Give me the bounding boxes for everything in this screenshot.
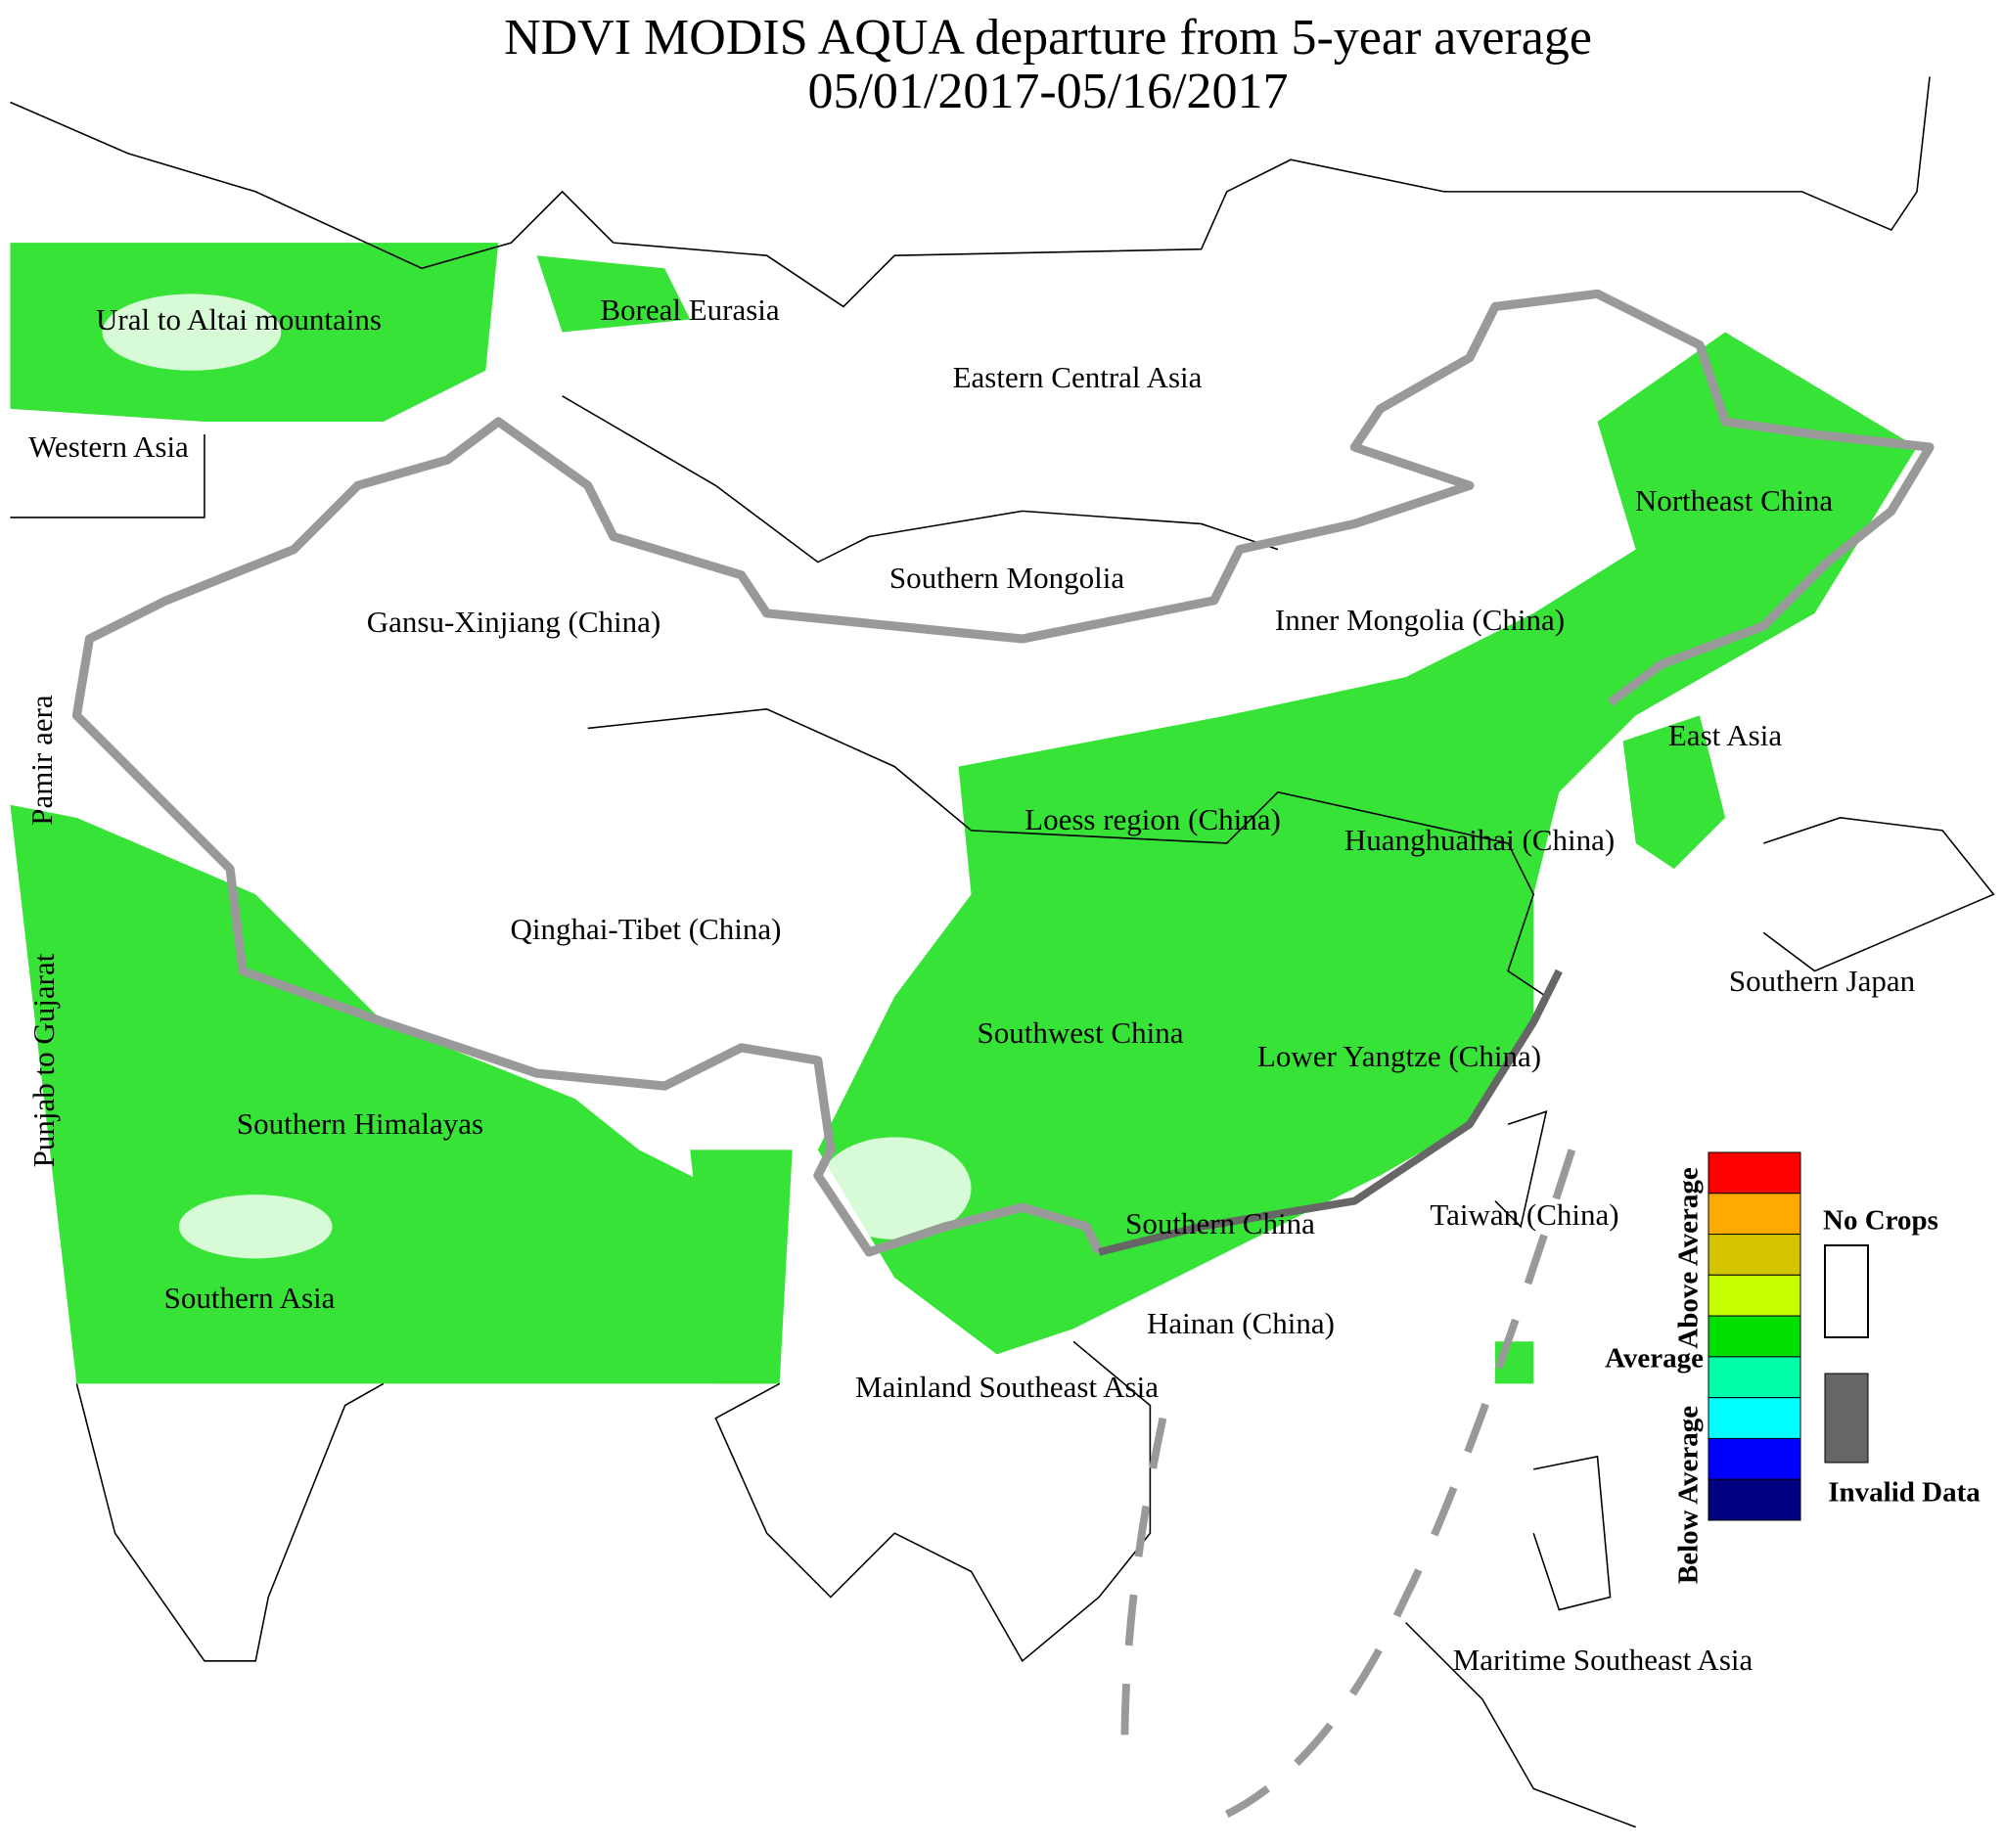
legend-swatch <box>1708 1478 1801 1521</box>
region-label: Southern Japan <box>1729 964 1916 998</box>
region-label: Gansu-Xinjiang (China) <box>367 605 660 639</box>
region-label: Western Asia <box>28 429 189 464</box>
region-label: Hainan (China) <box>1147 1306 1335 1340</box>
subtitle: 05/01/2017-05/16/2017 <box>807 64 1288 119</box>
region-label: Lower Yangtze (China) <box>1257 1039 1541 1073</box>
legend-swatch <box>1708 1234 1801 1276</box>
legend-no-crops: No Crops <box>1823 1205 1938 1237</box>
nine-dash-line <box>1120 1149 1576 1819</box>
legend-swatch <box>1708 1356 1801 1399</box>
region-label: Pamir aera <box>24 695 59 826</box>
region-label: Southwest China <box>978 1015 1184 1050</box>
legend-swatch <box>1708 1151 1801 1194</box>
sparse-vegetation <box>102 293 972 1259</box>
title: NDVI MODIS AQUA departure from 5-year av… <box>504 10 1592 66</box>
region-label: Southern Himalayas <box>237 1106 483 1141</box>
region-label: Southern Asia <box>164 1281 336 1315</box>
region-label: Taiwan (China) <box>1430 1197 1618 1232</box>
region-labels: Ural to Altai mountains Boreal Eurasia Eas… <box>24 293 1916 1677</box>
borders <box>10 76 1995 1828</box>
region-label: Eastern Central Asia <box>953 360 1203 394</box>
region-label: Huanghuaihai (China) <box>1344 823 1615 857</box>
region-label: Southern Mongolia <box>889 561 1124 595</box>
region-label: East Asia <box>1668 718 1782 752</box>
legend-invalid: Invalid Data <box>1828 1477 1981 1509</box>
china-coast <box>1098 969 1563 1256</box>
no-crops-swatch <box>1824 1244 1869 1338</box>
region-label: Northeast China <box>1635 483 1834 518</box>
legend: Above Average Below Average Average No C… <box>1605 1151 1981 1584</box>
region-label: Boreal Eurasia <box>600 293 780 327</box>
region-label: Qinghai-Tibet (China) <box>511 912 782 946</box>
legend-swatch <box>1708 1397 1801 1439</box>
legend-swatch <box>1708 1437 1801 1480</box>
legend-swatch <box>1708 1274 1801 1317</box>
region-label: Maritime Southeast Asia <box>1453 1643 1754 1677</box>
region-label: Punjab to Gujarat <box>26 953 61 1167</box>
legend-swatch <box>1708 1315 1801 1358</box>
legend-swatch <box>1708 1193 1801 1236</box>
legend-above: Above Average <box>1673 1167 1705 1349</box>
region-label: Southern China <box>1125 1206 1315 1240</box>
legend-below: Below Average <box>1673 1406 1705 1584</box>
china-border <box>71 289 1935 1257</box>
map-layer <box>10 76 1995 1828</box>
region-label: Mainland Southeast Asia <box>855 1370 1159 1404</box>
region-label: Ural to Altai mountains <box>96 302 382 337</box>
region-label: Loess region (China) <box>1025 802 1281 836</box>
legend-average: Average <box>1605 1343 1704 1375</box>
region-label: Inner Mongolia (China) <box>1275 603 1565 637</box>
invalid-swatch <box>1824 1373 1869 1464</box>
